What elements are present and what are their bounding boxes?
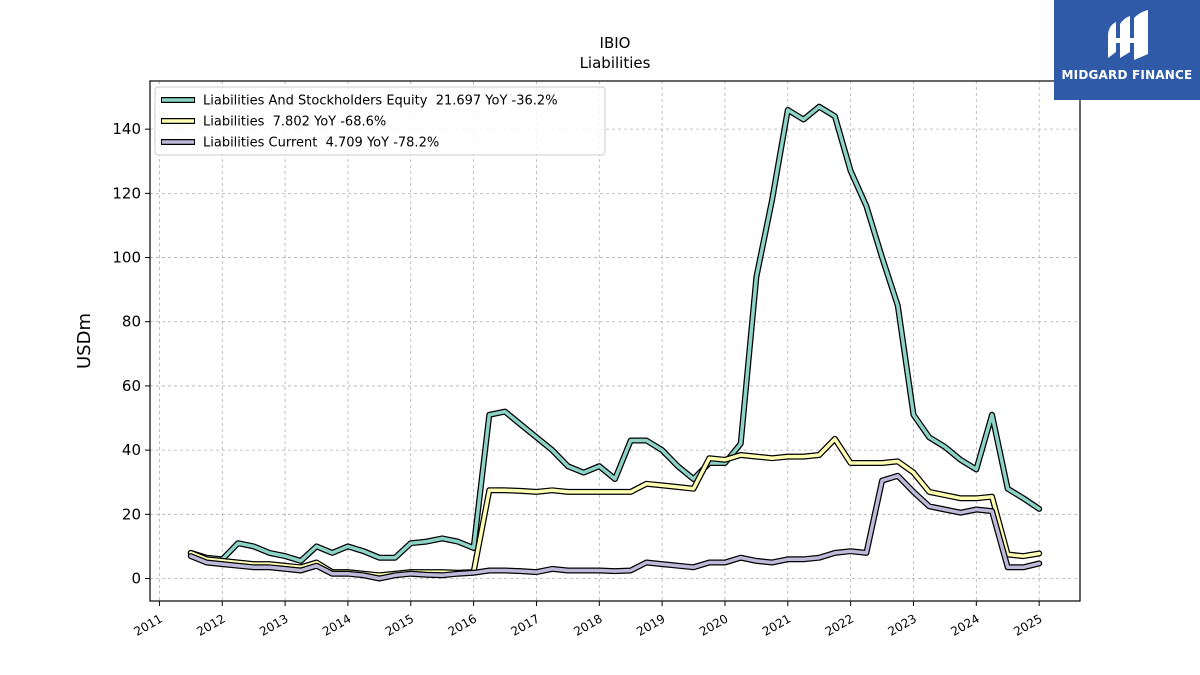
legend-label: Liabilities 7.802 YoY -68.6% [203,115,386,130]
y-tick-label: 140 [112,120,141,138]
grid-lines [150,81,1080,601]
brand-logo-text: MIDGARD FINANCE [1061,68,1193,82]
series-line-1 [189,437,1041,578]
midgard-logo-icon [1108,10,1148,60]
y-tick-label: 80 [122,313,141,331]
plot-frame [149,80,1081,602]
series-outline-1 [187,435,1043,579]
x-tick-label: 2024 [948,611,981,638]
y-axis-label: USDm [74,313,95,369]
x-tick-label: 2011 [131,611,164,638]
x-tick-label: 2016 [446,611,479,638]
y-tick-label: 40 [122,441,141,459]
y-tick-label: 60 [122,377,141,395]
x-tick-label: 2013 [257,611,290,638]
x-tick-label: 2014 [320,611,353,638]
y-tick-label: 0 [131,570,141,588]
brand-logo: MIDGARD FINANCE [1054,0,1200,100]
x-tick-label: 2022 [823,611,856,638]
chart-subtitle: Liabilities [580,54,651,72]
y-axis-ticks: 0 20 40 60 80 100 120 140 [112,120,150,588]
y-tick-label: 20 [122,505,141,523]
legend-label: Liabilities And Stockholders Equity 21.6… [203,94,558,109]
y-tick-label: 100 [112,249,141,267]
x-tick-label: 2023 [886,611,919,638]
series-line-2 [189,474,1041,581]
legend: Liabilities And Stockholders Equity 21.6… [154,86,606,156]
series-line-0 [189,104,1041,563]
x-axis-ticks: 2011 2012 2013 2014 2015 2016 2017 2018 2019 2020… [131,601,1045,639]
series-lines [187,103,1043,582]
x-tick-label: 2021 [760,611,793,638]
x-tick-label: 2020 [697,611,730,638]
x-tick-label: 2015 [383,611,416,638]
x-tick-label: 2018 [571,611,604,638]
x-tick-label: 2012 [194,611,227,638]
legend-box [154,86,606,156]
legend-label: Liabilities Current 4.709 YoY -78.2% [203,136,439,151]
chart-title: IBIO [600,34,631,52]
y-tick-label: 120 [112,184,141,202]
x-tick-label: 2017 [508,611,541,638]
x-tick-label: 2019 [634,611,667,638]
x-tick-label: 2025 [1011,611,1044,638]
